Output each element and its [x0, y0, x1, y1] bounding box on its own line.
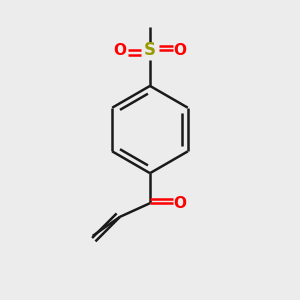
Text: S: S — [144, 41, 156, 59]
Text: O: O — [173, 43, 187, 58]
Text: O: O — [173, 196, 187, 211]
Text: O: O — [113, 43, 127, 58]
